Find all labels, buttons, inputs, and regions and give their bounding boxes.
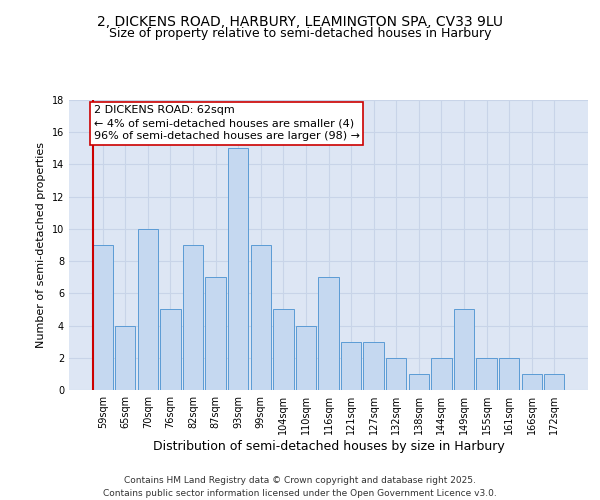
Bar — [521, 374, 542, 390]
Text: Contains HM Land Registry data © Crown copyright and database right 2025.
Contai: Contains HM Land Registry data © Crown c… — [103, 476, 497, 498]
Bar — [92, 245, 113, 390]
Bar — [183, 245, 203, 390]
Bar — [251, 245, 271, 390]
Bar — [296, 326, 316, 390]
Bar — [499, 358, 519, 390]
Bar — [341, 342, 361, 390]
Bar — [205, 277, 226, 390]
Bar — [409, 374, 429, 390]
X-axis label: Distribution of semi-detached houses by size in Harbury: Distribution of semi-detached houses by … — [152, 440, 505, 453]
Bar — [138, 229, 158, 390]
Bar — [544, 374, 565, 390]
Bar — [115, 326, 136, 390]
Bar — [319, 277, 338, 390]
Bar — [386, 358, 406, 390]
Bar — [273, 310, 293, 390]
Bar — [160, 310, 181, 390]
Bar — [431, 358, 452, 390]
Bar — [364, 342, 384, 390]
Bar — [476, 358, 497, 390]
Text: Size of property relative to semi-detached houses in Harbury: Size of property relative to semi-detach… — [109, 28, 491, 40]
Bar — [228, 148, 248, 390]
Text: 2 DICKENS ROAD: 62sqm
← 4% of semi-detached houses are smaller (4)
96% of semi-d: 2 DICKENS ROAD: 62sqm ← 4% of semi-detac… — [94, 105, 360, 141]
Y-axis label: Number of semi-detached properties: Number of semi-detached properties — [36, 142, 46, 348]
Text: 2, DICKENS ROAD, HARBURY, LEAMINGTON SPA, CV33 9LU: 2, DICKENS ROAD, HARBURY, LEAMINGTON SPA… — [97, 15, 503, 29]
Bar — [454, 310, 474, 390]
